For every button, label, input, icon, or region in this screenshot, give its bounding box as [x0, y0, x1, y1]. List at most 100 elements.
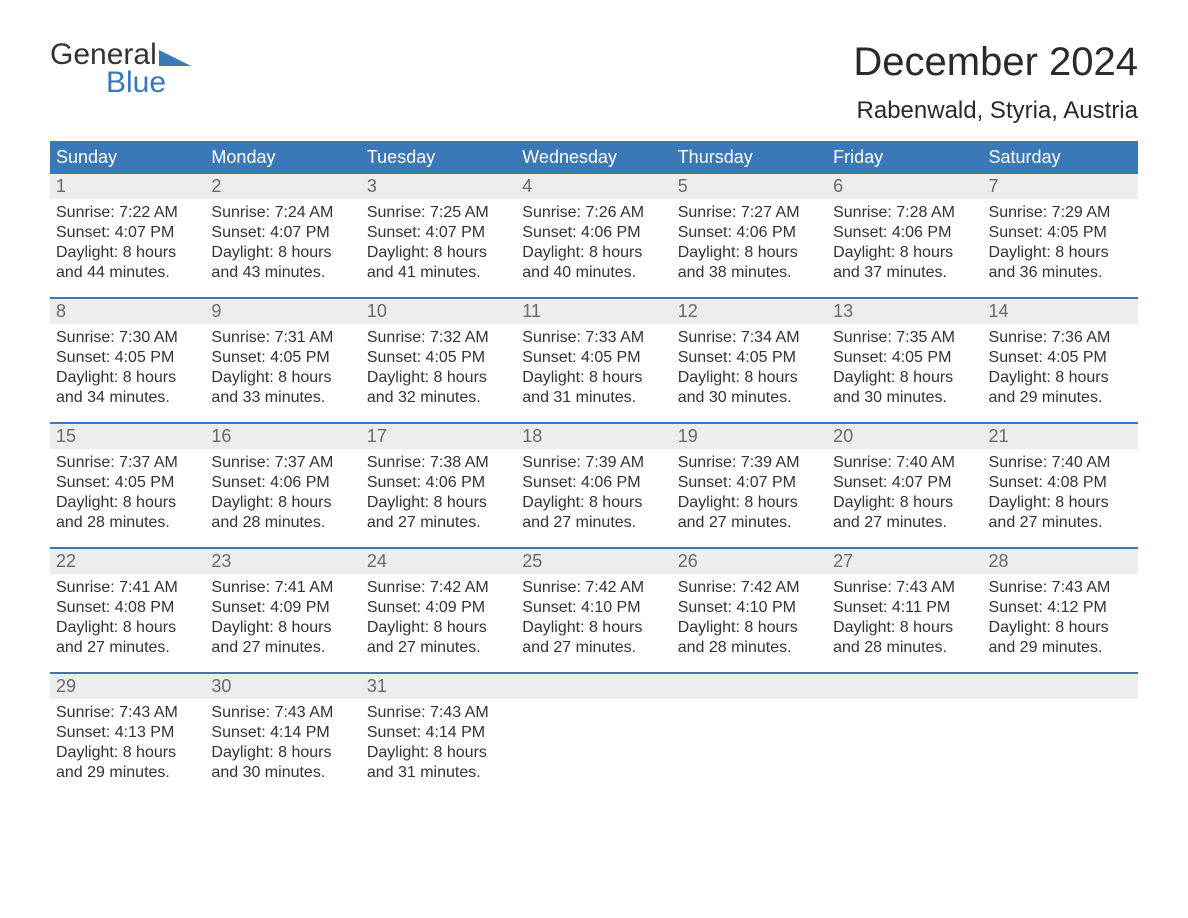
day-d2: and 36 minutes. — [989, 263, 1132, 283]
calendar-day: 24Sunrise: 7:42 AMSunset: 4:09 PMDayligh… — [361, 549, 516, 658]
calendar-week: 8Sunrise: 7:30 AMSunset: 4:05 PMDaylight… — [50, 297, 1138, 408]
day-d2: and 29 minutes. — [989, 638, 1132, 658]
day-number: 11 — [516, 299, 671, 324]
day-d2: and 37 minutes. — [833, 263, 976, 283]
logo-text-blue: Blue — [50, 68, 191, 98]
day-number: 19 — [672, 424, 827, 449]
calendar-day: 19Sunrise: 7:39 AMSunset: 4:07 PMDayligh… — [672, 424, 827, 533]
day-number — [983, 674, 1138, 699]
day-d2: and 31 minutes. — [522, 388, 665, 408]
day-sunrise: Sunrise: 7:30 AM — [56, 328, 199, 348]
day-d2: and 38 minutes. — [678, 263, 821, 283]
day-d1: Daylight: 8 hours — [211, 368, 354, 388]
day-d1: Daylight: 8 hours — [56, 368, 199, 388]
day-details: Sunrise: 7:43 AMSunset: 4:12 PMDaylight:… — [983, 574, 1138, 658]
calendar-day: 21Sunrise: 7:40 AMSunset: 4:08 PMDayligh… — [983, 424, 1138, 533]
page-title: December 2024 — [853, 40, 1138, 85]
day-d2: and 27 minutes. — [367, 513, 510, 533]
calendar-day: 3Sunrise: 7:25 AMSunset: 4:07 PMDaylight… — [361, 174, 516, 283]
day-sunset: Sunset: 4:10 PM — [678, 598, 821, 618]
day-details: Sunrise: 7:39 AMSunset: 4:06 PMDaylight:… — [516, 449, 671, 533]
day-number — [672, 674, 827, 699]
day-sunset: Sunset: 4:05 PM — [989, 223, 1132, 243]
day-number: 3 — [361, 174, 516, 199]
day-details: Sunrise: 7:36 AMSunset: 4:05 PMDaylight:… — [983, 324, 1138, 408]
day-number: 15 — [50, 424, 205, 449]
day-d2: and 30 minutes. — [833, 388, 976, 408]
day-sunset: Sunset: 4:05 PM — [56, 473, 199, 493]
calendar-day: 13Sunrise: 7:35 AMSunset: 4:05 PMDayligh… — [827, 299, 982, 408]
calendar-week: 22Sunrise: 7:41 AMSunset: 4:08 PMDayligh… — [50, 547, 1138, 658]
day-sunrise: Sunrise: 7:34 AM — [678, 328, 821, 348]
day-d2: and 31 minutes. — [367, 763, 510, 783]
day-number: 25 — [516, 549, 671, 574]
day-d1: Daylight: 8 hours — [367, 368, 510, 388]
day-number: 17 — [361, 424, 516, 449]
day-d2: and 28 minutes. — [211, 513, 354, 533]
day-d2: and 44 minutes. — [56, 263, 199, 283]
day-d1: Daylight: 8 hours — [833, 618, 976, 638]
day-number: 7 — [983, 174, 1138, 199]
day-sunset: Sunset: 4:07 PM — [211, 223, 354, 243]
day-d2: and 43 minutes. — [211, 263, 354, 283]
day-d1: Daylight: 8 hours — [678, 368, 821, 388]
calendar-day: 15Sunrise: 7:37 AMSunset: 4:05 PMDayligh… — [50, 424, 205, 533]
day-d1: Daylight: 8 hours — [56, 743, 199, 763]
calendar-day: 4Sunrise: 7:26 AMSunset: 4:06 PMDaylight… — [516, 174, 671, 283]
day-details: Sunrise: 7:37 AMSunset: 4:05 PMDaylight:… — [50, 449, 205, 533]
day-sunset: Sunset: 4:05 PM — [56, 348, 199, 368]
day-d2: and 28 minutes. — [833, 638, 976, 658]
day-sunrise: Sunrise: 7:43 AM — [367, 703, 510, 723]
day-header: Monday — [205, 141, 360, 174]
day-details: Sunrise: 7:22 AMSunset: 4:07 PMDaylight:… — [50, 199, 205, 283]
day-number: 2 — [205, 174, 360, 199]
day-number: 31 — [361, 674, 516, 699]
day-details: Sunrise: 7:31 AMSunset: 4:05 PMDaylight:… — [205, 324, 360, 408]
day-sunrise: Sunrise: 7:39 AM — [678, 453, 821, 473]
day-sunrise: Sunrise: 7:28 AM — [833, 203, 976, 223]
day-sunset: Sunset: 4:13 PM — [56, 723, 199, 743]
day-details: Sunrise: 7:42 AMSunset: 4:10 PMDaylight:… — [516, 574, 671, 658]
day-sunrise: Sunrise: 7:31 AM — [211, 328, 354, 348]
day-sunrise: Sunrise: 7:43 AM — [211, 703, 354, 723]
day-sunset: Sunset: 4:06 PM — [367, 473, 510, 493]
day-sunrise: Sunrise: 7:42 AM — [367, 578, 510, 598]
day-number: 1 — [50, 174, 205, 199]
day-header: Wednesday — [516, 141, 671, 174]
day-d1: Daylight: 8 hours — [56, 493, 199, 513]
day-details: Sunrise: 7:27 AMSunset: 4:06 PMDaylight:… — [672, 199, 827, 283]
day-details: Sunrise: 7:39 AMSunset: 4:07 PMDaylight:… — [672, 449, 827, 533]
day-d2: and 27 minutes. — [367, 638, 510, 658]
calendar-day: 20Sunrise: 7:40 AMSunset: 4:07 PMDayligh… — [827, 424, 982, 533]
calendar-day: 22Sunrise: 7:41 AMSunset: 4:08 PMDayligh… — [50, 549, 205, 658]
day-sunrise: Sunrise: 7:22 AM — [56, 203, 199, 223]
day-sunrise: Sunrise: 7:42 AM — [678, 578, 821, 598]
day-d2: and 40 minutes. — [522, 263, 665, 283]
day-sunset: Sunset: 4:07 PM — [833, 473, 976, 493]
day-d2: and 29 minutes. — [56, 763, 199, 783]
day-sunrise: Sunrise: 7:43 AM — [833, 578, 976, 598]
location-label: Rabenwald, Styria, Austria — [853, 97, 1138, 125]
day-sunset: Sunset: 4:05 PM — [833, 348, 976, 368]
calendar-day: 1Sunrise: 7:22 AMSunset: 4:07 PMDaylight… — [50, 174, 205, 283]
day-details: Sunrise: 7:33 AMSunset: 4:05 PMDaylight:… — [516, 324, 671, 408]
day-number: 10 — [361, 299, 516, 324]
calendar-day: 30Sunrise: 7:43 AMSunset: 4:14 PMDayligh… — [205, 674, 360, 783]
day-details: Sunrise: 7:40 AMSunset: 4:07 PMDaylight:… — [827, 449, 982, 533]
day-sunrise: Sunrise: 7:37 AM — [211, 453, 354, 473]
day-sunset: Sunset: 4:07 PM — [367, 223, 510, 243]
day-details: Sunrise: 7:34 AMSunset: 4:05 PMDaylight:… — [672, 324, 827, 408]
day-sunrise: Sunrise: 7:41 AM — [211, 578, 354, 598]
day-d1: Daylight: 8 hours — [367, 618, 510, 638]
day-details: Sunrise: 7:43 AMSunset: 4:14 PMDaylight:… — [361, 699, 516, 783]
calendar-day: 28Sunrise: 7:43 AMSunset: 4:12 PMDayligh… — [983, 549, 1138, 658]
day-sunset: Sunset: 4:09 PM — [211, 598, 354, 618]
calendar-day: 11Sunrise: 7:33 AMSunset: 4:05 PMDayligh… — [516, 299, 671, 408]
day-d2: and 27 minutes. — [989, 513, 1132, 533]
day-d1: Daylight: 8 hours — [367, 493, 510, 513]
day-sunset: Sunset: 4:07 PM — [678, 473, 821, 493]
day-number: 5 — [672, 174, 827, 199]
day-sunset: Sunset: 4:08 PM — [989, 473, 1132, 493]
calendar-day — [516, 674, 671, 783]
calendar-day: 31Sunrise: 7:43 AMSunset: 4:14 PMDayligh… — [361, 674, 516, 783]
